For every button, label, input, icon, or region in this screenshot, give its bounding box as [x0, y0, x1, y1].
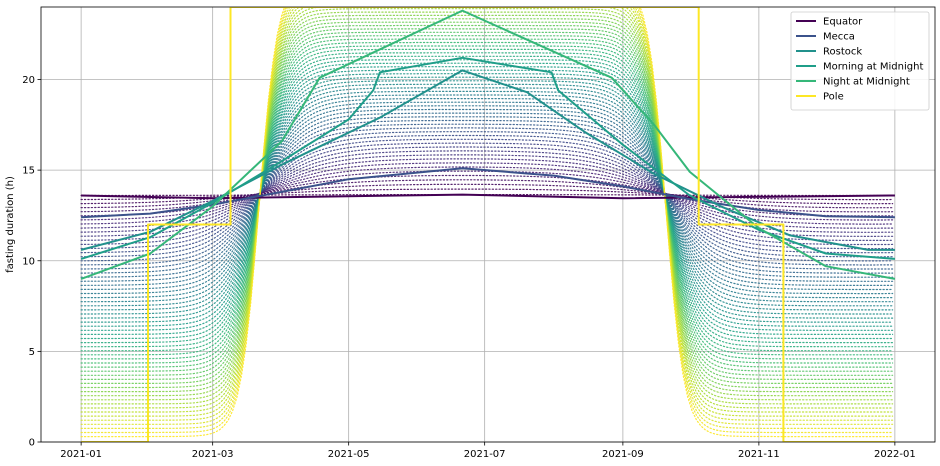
latitude-dotted-curve: [80, 7, 894, 421]
y-axis-label: fasting duration (h): [5, 176, 16, 273]
series-line-pole: [81, 7, 895, 442]
latitude-dotted-curve: [80, 7, 894, 434]
named-series-lines: [80, 7, 896, 442]
latitude-dotted-curve: [80, 134, 894, 254]
latitude-dotted-curve: [80, 62, 894, 335]
latitude-dotted-curve: [80, 7, 894, 438]
latitude-dotted-curve: [80, 35, 894, 368]
x-tick-label: 2021-03: [192, 449, 234, 460]
x-tick-label: 2021-11: [738, 449, 780, 460]
legend-label: Morning at Midnight: [823, 62, 923, 73]
x-tick-label: 2021-07: [464, 449, 506, 460]
latitude-dotted-curve: [80, 7, 894, 429]
legend-label: Rostock: [823, 47, 862, 58]
latitude-dotted-curve: [80, 7, 894, 413]
series-line-equator: [81, 193, 895, 200]
latitude-dotted-curve: [80, 112, 894, 278]
latitude-dotted-curve: [80, 7, 894, 405]
tick-labels: 2021-01 2021-03 2021-05 2021-07 2021-09 2021-…: [22, 75, 916, 460]
series-line-morning-at-midnight: [80, 56, 895, 260]
latitude-dotted-curve: [80, 73, 894, 323]
latitude-dotted-curve: [80, 31, 894, 372]
latitude-dotted-curve: [80, 162, 894, 225]
latitude-dotted-curves: [80, 7, 894, 438]
legend-box: [790, 11, 930, 111]
latitude-dotted-curve: [80, 55, 894, 344]
latitude-dotted-curve: [80, 94, 894, 299]
latitude-dotted-curve: [80, 142, 894, 246]
latitude-dotted-curve: [80, 80, 894, 315]
latitude-dotted-curve: [80, 28, 894, 376]
y-tick-label: 15: [22, 166, 35, 177]
legend-label: Pole: [823, 92, 844, 103]
latitude-dotted-curve: [80, 24, 894, 380]
latitude-dotted-curve: [80, 87, 894, 307]
x-tick-label: 2022-01: [874, 449, 916, 460]
latitude-dotted-curve: [80, 52, 894, 348]
latitude-dotted-curve: [80, 119, 894, 270]
y-tick-label: 20: [22, 75, 35, 86]
latitude-dotted-curve: [80, 90, 894, 303]
axes: [40, 6, 936, 443]
latitude-dotted-curve: [80, 108, 894, 282]
latitude-dotted-curve: [80, 146, 894, 241]
y-tick-label: 10: [22, 256, 35, 267]
latitude-dotted-curve: [80, 138, 894, 250]
legend-label: Equator: [823, 17, 863, 28]
latitude-dotted-curve: [80, 188, 894, 201]
latitude-dotted-curve: [80, 7, 894, 409]
series-line-rostock: [80, 69, 895, 251]
latitude-dotted-curve: [80, 41, 894, 360]
latitude-dotted-curve: [80, 11, 894, 397]
latitude-dotted-curve: [80, 45, 894, 356]
latitude-dotted-curve: [80, 76, 894, 319]
x-tick-label: 2021-05: [328, 449, 370, 460]
legend-label: Night at Midnight: [823, 77, 910, 88]
latitude-dotted-curve: [80, 66, 894, 331]
latitude-dotted-curve: [80, 105, 894, 286]
latitude-dotted-curve: [80, 127, 894, 262]
latitude-dotted-curve: [80, 166, 894, 221]
latitude-dotted-curve: [80, 116, 894, 274]
latitude-dotted-curve: [80, 38, 894, 364]
y-tick-label: 0: [29, 438, 35, 449]
series-line-night-at-midnight: [80, 9, 896, 280]
latitude-dotted-curve: [80, 14, 894, 393]
axes-frame: [40, 6, 936, 443]
legend: Equator Mecca Rostock Morning at Midnight Ni…: [790, 11, 930, 111]
latitude-dotted-curve: [80, 97, 894, 295]
latitude-dotted-curve: [80, 48, 894, 352]
latitude-dotted-curve: [80, 101, 894, 291]
x-tick-label: 2021-09: [602, 449, 644, 460]
legend-label: Mecca: [823, 32, 855, 43]
latitude-dotted-curve: [80, 150, 894, 237]
latitude-dotted-curve: [80, 18, 894, 389]
y-tick-label: 5: [29, 347, 35, 358]
latitude-dotted-curve: [80, 8, 894, 401]
latitude-dotted-curve: [80, 7, 894, 417]
latitude-dotted-curve: [80, 123, 894, 266]
latitude-dotted-curve: [80, 83, 894, 311]
latitude-dotted-curve: [80, 59, 894, 340]
latitude-dotted-curve: [80, 7, 894, 425]
latitude-dotted-curve: [80, 69, 894, 327]
x-tick-label: 2021-01: [60, 449, 102, 460]
